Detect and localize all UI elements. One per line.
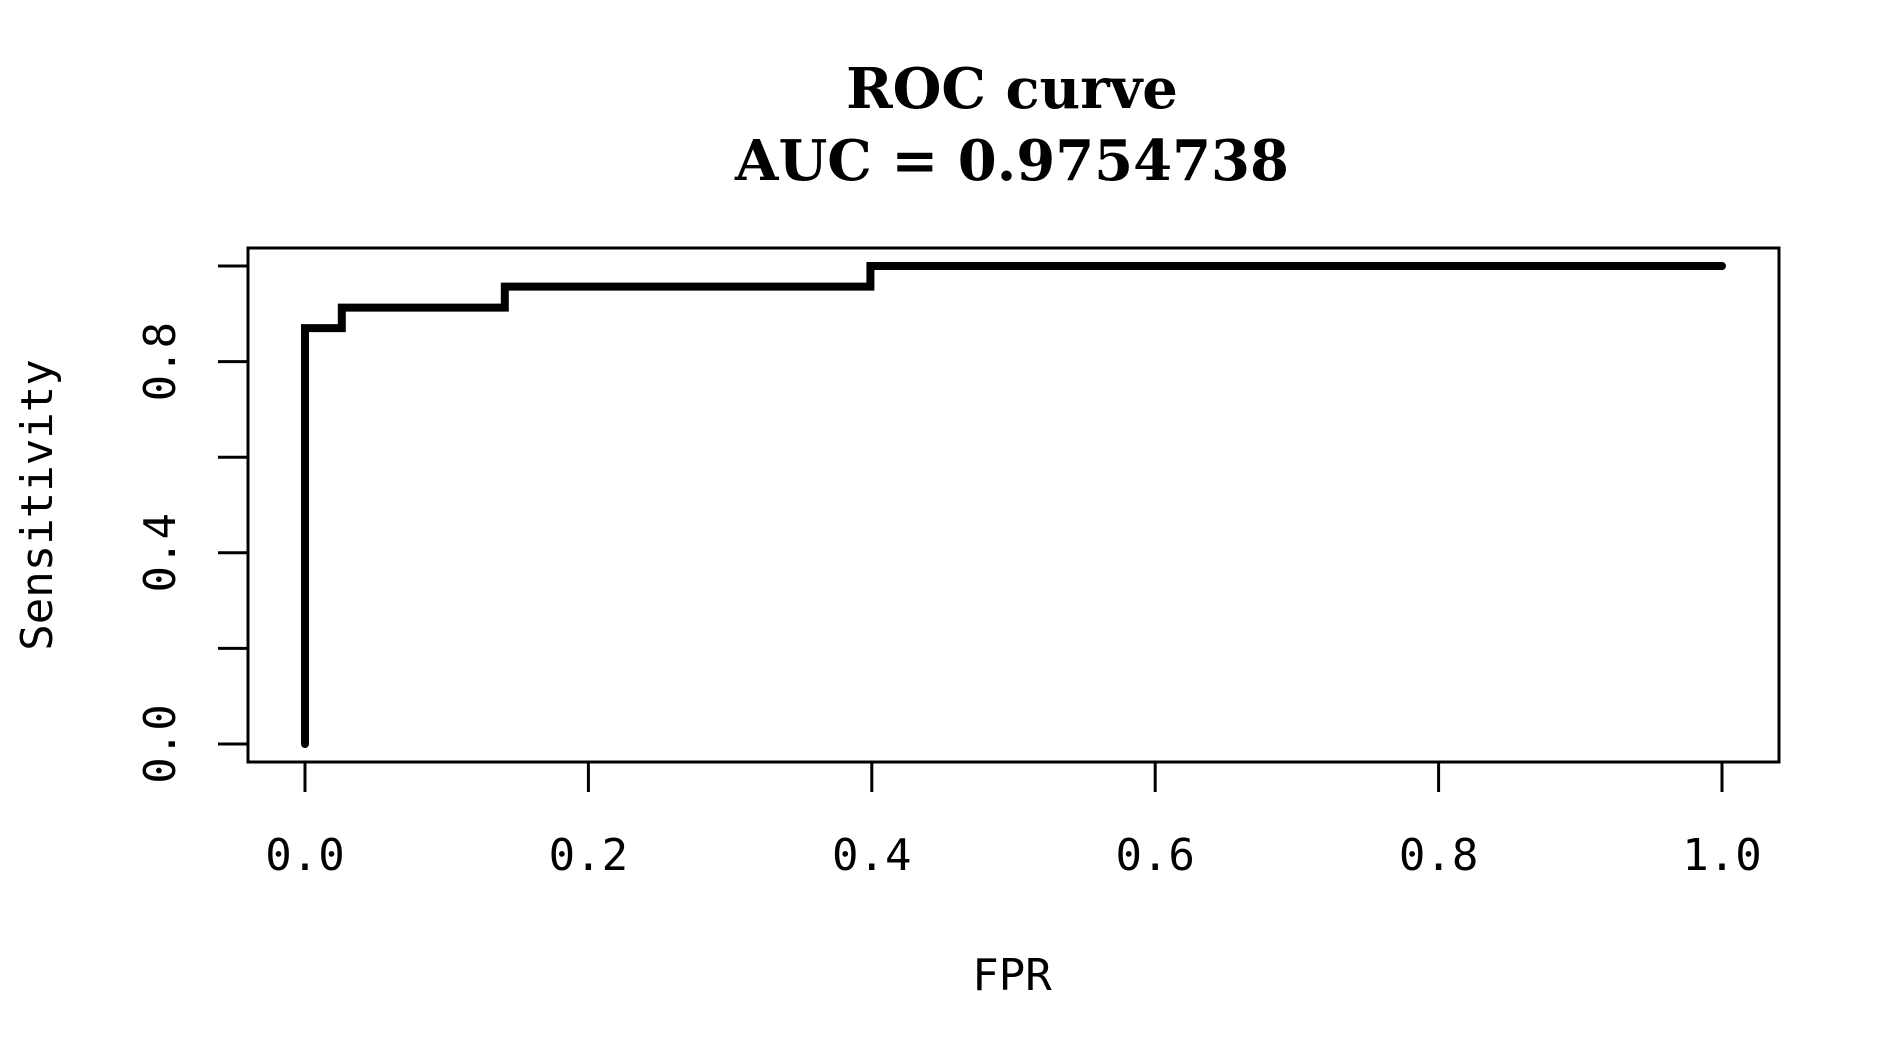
y-tick-label: 0.4: [135, 513, 186, 592]
x-tick-label: 0.0: [265, 830, 344, 881]
x-axis-label: FPR: [972, 950, 1052, 1001]
roc-curve-line: [301, 262, 1726, 748]
x-tick-label: 0.8: [1399, 830, 1478, 881]
plot-frame: [246, 246, 1781, 764]
y-axis-label: Sensitivity: [12, 359, 63, 650]
y-axis: 0.0 0.4 0.8: [135, 264, 248, 784]
chart-subtitle: AUC = 0.9754738: [734, 128, 1289, 194]
x-tick-label: 0.2: [549, 830, 628, 881]
chart-title: ROC curve: [846, 56, 1178, 122]
x-tick-label: 0.6: [1115, 830, 1194, 881]
y-tick-label: 0.0: [135, 704, 186, 783]
y-tick-label: 0.8: [135, 322, 186, 401]
x-tick-label: 0.4: [832, 830, 911, 881]
x-axis: 0.0 0.2 0.4 0.6 0.8 1.0: [265, 762, 1762, 881]
x-tick-label: 1.0: [1682, 830, 1761, 881]
